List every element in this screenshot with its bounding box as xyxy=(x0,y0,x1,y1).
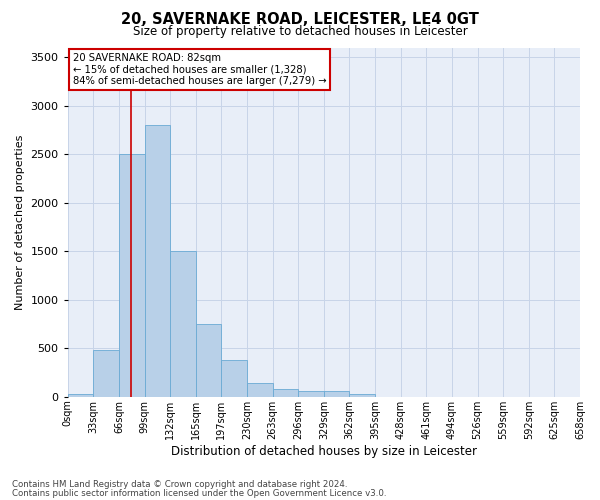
Text: Size of property relative to detached houses in Leicester: Size of property relative to detached ho… xyxy=(133,25,467,38)
Text: 20 SAVERNAKE ROAD: 82sqm
← 15% of detached houses are smaller (1,328)
84% of sem: 20 SAVERNAKE ROAD: 82sqm ← 15% of detach… xyxy=(73,52,326,86)
Bar xyxy=(221,360,247,397)
Bar xyxy=(324,391,349,397)
Bar xyxy=(145,125,170,397)
Bar xyxy=(247,383,272,397)
Text: 20, SAVERNAKE ROAD, LEICESTER, LE4 0GT: 20, SAVERNAKE ROAD, LEICESTER, LE4 0GT xyxy=(121,12,479,28)
Text: Contains public sector information licensed under the Open Government Licence v3: Contains public sector information licen… xyxy=(12,488,386,498)
Bar xyxy=(272,389,298,397)
Bar xyxy=(68,394,94,397)
Bar xyxy=(94,350,119,397)
Bar xyxy=(196,324,221,397)
Bar xyxy=(349,394,375,397)
X-axis label: Distribution of detached houses by size in Leicester: Distribution of detached houses by size … xyxy=(171,444,477,458)
Bar xyxy=(119,154,145,397)
Y-axis label: Number of detached properties: Number of detached properties xyxy=(15,134,25,310)
Text: Contains HM Land Registry data © Crown copyright and database right 2024.: Contains HM Land Registry data © Crown c… xyxy=(12,480,347,489)
Bar xyxy=(170,252,196,397)
Bar xyxy=(298,391,324,397)
